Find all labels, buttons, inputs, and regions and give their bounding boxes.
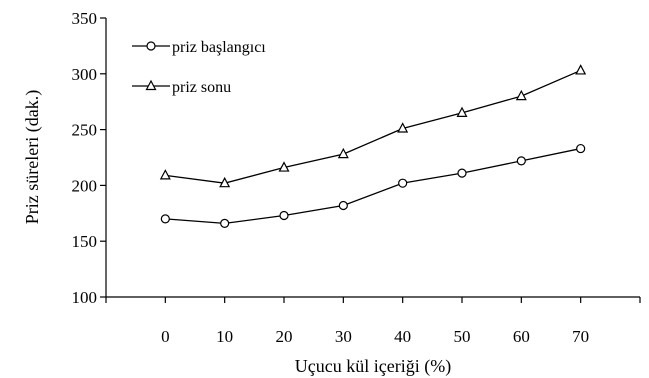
y-tick-label: 300	[72, 65, 98, 84]
data-point-triangle	[337, 147, 349, 159]
data-point-triangle	[456, 106, 468, 117]
data-point-triangle	[515, 89, 527, 101]
series-layer	[159, 64, 587, 228]
y-tick-label: 250	[72, 121, 98, 140]
data-point-circle	[457, 168, 467, 178]
y-tick-label: 100	[72, 288, 98, 307]
x-tick-label: 50	[454, 327, 471, 346]
legend-label-priz-baslangici: priz başlangıcı	[172, 39, 266, 56]
x-tick-label: 40	[394, 327, 411, 346]
x-tick-label: 10	[216, 327, 233, 346]
y-tick-label: 350	[72, 9, 98, 28]
data-point-circle	[398, 178, 408, 188]
data-point-triangle	[397, 122, 409, 133]
data-point-triangle	[278, 161, 290, 172]
series-line-1	[165, 69, 581, 184]
data-point-circle	[160, 214, 170, 224]
x-tick-label: 0	[161, 327, 170, 346]
plot-area: 100 150 200 250 300 350 0 10 20 30 40 50 60 70	[72, 9, 641, 346]
x-tick-label: 60	[513, 327, 530, 346]
y-axis-title: Priz süreleri (dak.)	[22, 90, 43, 224]
data-point-triangle	[575, 64, 587, 75]
x-tick-label: 20	[276, 327, 293, 346]
y-tick-label: 200	[72, 176, 98, 195]
legend-item-priz-baslangici: priz başlangıcı	[132, 39, 266, 56]
legend-item-priz-sonu: priz sonu	[132, 79, 231, 96]
data-point-circle	[516, 156, 526, 166]
data-point-circle	[220, 218, 230, 228]
x-tick-label: 30	[335, 327, 352, 346]
series-line-0	[165, 147, 581, 224]
x-axis-title: Uçucu kül içeriği (%)	[295, 356, 451, 377]
data-point-circle	[279, 210, 289, 221]
y-tick-label: 150	[72, 232, 98, 251]
data-point-circle	[338, 200, 348, 211]
legend: priz başlangıcı priz sonu	[132, 39, 266, 96]
data-point-triangle	[159, 169, 171, 180]
legend-marker-circle	[146, 41, 156, 51]
legend-label-priz-sonu: priz sonu	[172, 79, 231, 96]
data-point-circle	[576, 143, 586, 154]
data-point-triangle	[219, 176, 231, 188]
y-ticks: 100 150 200 250 300 350	[72, 9, 106, 307]
x-tick-label: 70	[572, 327, 589, 346]
legend-marker-triangle	[145, 79, 157, 91]
x-ticks: 0 10 20 30 40 50 60 70	[105, 297, 641, 346]
